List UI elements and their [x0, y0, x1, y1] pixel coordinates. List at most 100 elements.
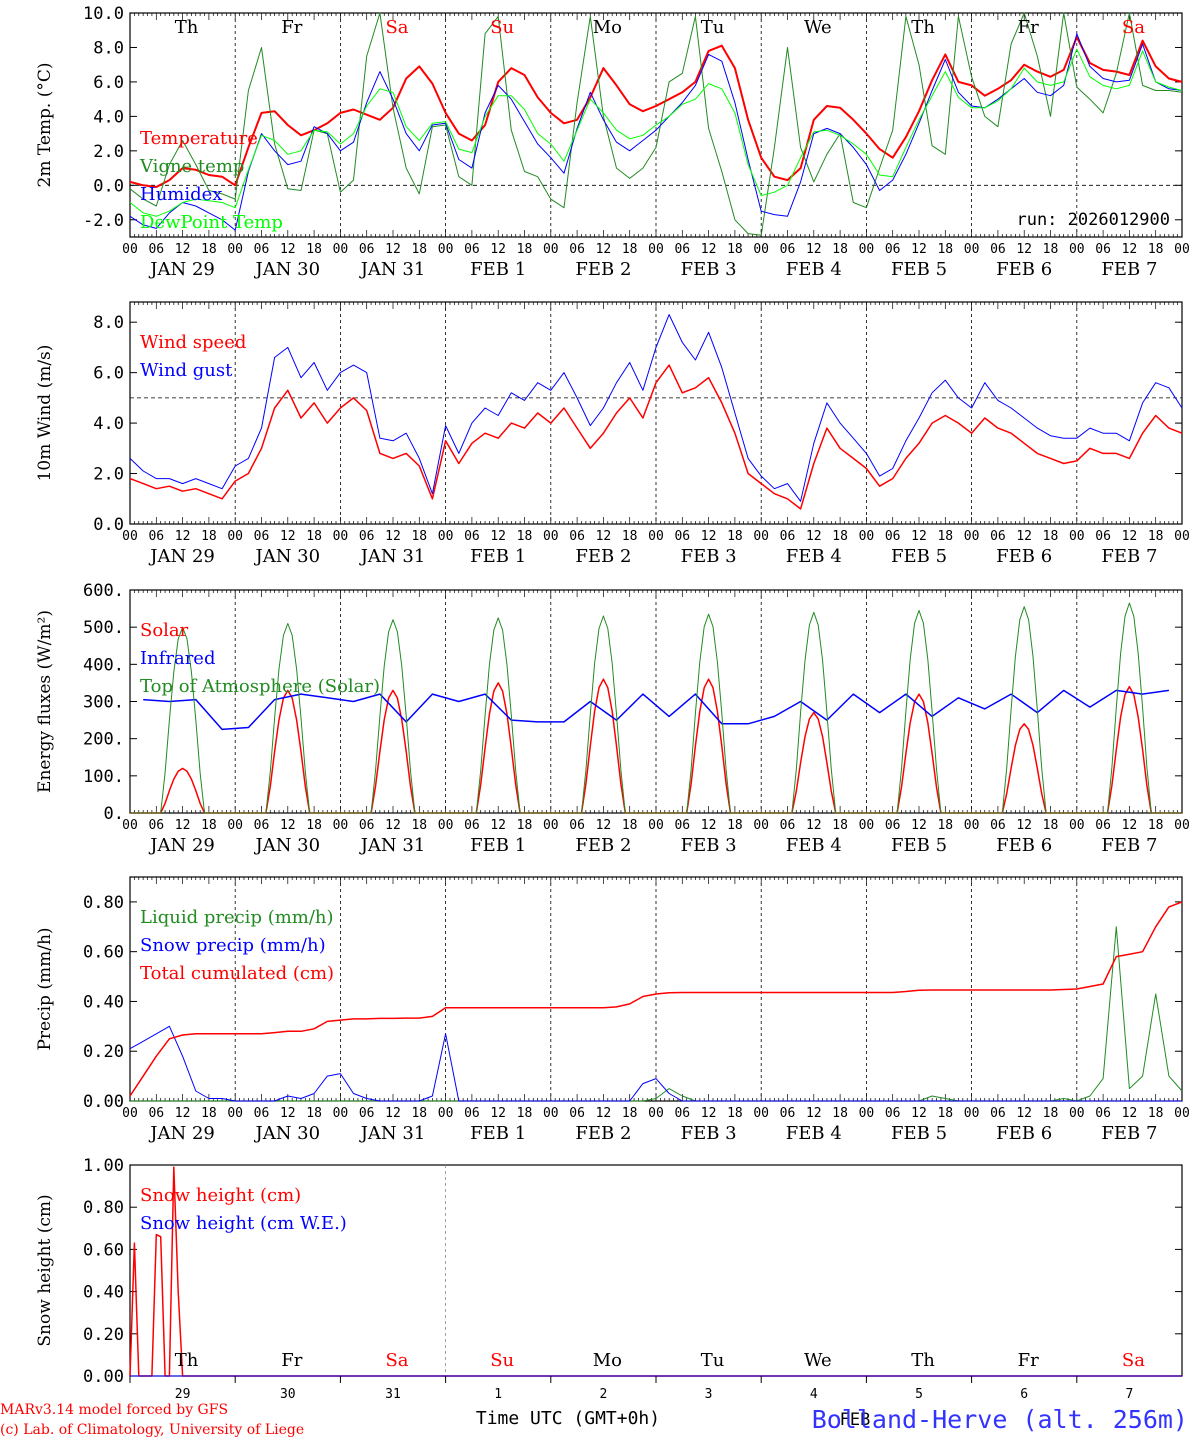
- hour-tick-label: 18: [937, 529, 953, 544]
- weekday-label: Sa: [385, 1350, 408, 1371]
- weekday-label: Su: [490, 1350, 514, 1371]
- hour-tick-label: 00: [1174, 242, 1190, 257]
- hour-tick-label: 06: [674, 1106, 690, 1121]
- hour-tick-label: 00: [122, 818, 138, 833]
- legend-entry: Solar: [140, 620, 189, 641]
- y-tick-label: 500.: [83, 618, 124, 638]
- y-tick-label: 0.20: [83, 1042, 124, 1062]
- hour-tick-label: 18: [517, 818, 533, 833]
- hour-tick-label: 06: [885, 818, 901, 833]
- weekday-label: Th: [911, 1350, 935, 1371]
- hour-tick-label: 18: [306, 529, 322, 544]
- weekday-label: Sa: [1122, 1350, 1145, 1371]
- date-label: FEB 4: [786, 835, 842, 856]
- hour-tick-label: 18: [1043, 529, 1059, 544]
- legend-entry: Snow height (cm W.E.): [140, 1213, 347, 1234]
- date-label: FEB 7: [1101, 835, 1157, 856]
- hour-tick-label: 18: [1148, 1106, 1164, 1121]
- hour-tick-label: 12: [701, 529, 717, 544]
- hour-tick-label: 00: [1069, 1106, 1085, 1121]
- hour-tick-label: 06: [780, 1106, 796, 1121]
- hour-tick-label: 18: [622, 818, 638, 833]
- series-infrared: [143, 689, 1170, 731]
- snow-ylabel: Snow height (cm): [35, 1194, 55, 1346]
- legend-entry: Liquid precip (mm/h): [140, 907, 334, 928]
- date-label: JAN 30: [254, 1123, 321, 1144]
- hour-tick-label: 00: [333, 242, 349, 257]
- hour-tick-label: 00: [648, 818, 664, 833]
- date-label: FEB 5: [891, 1123, 947, 1144]
- day-number-label: 6: [1020, 1387, 1028, 1402]
- weekday-label: Sa: [385, 17, 408, 38]
- station-title: Bolland-Herve (alt. 256m): [812, 1405, 1188, 1434]
- hour-tick-label: 06: [254, 242, 270, 257]
- hour-tick-label: 06: [464, 818, 480, 833]
- hour-tick-label: 12: [1122, 242, 1138, 257]
- hour-tick-label: 06: [148, 818, 164, 833]
- wind-panel: 0.0 2.0 4.0 6.0 8.0 10m Wind (m/s) Wind speed W…: [35, 301, 1190, 567]
- y-tick-label: 4.0: [93, 414, 124, 434]
- legend-entry: Top of Atmosphere (Solar): [140, 676, 380, 697]
- hour-tick-label: 12: [175, 818, 191, 833]
- y-tick-label: 100.: [83, 767, 124, 787]
- hour-tick-label: 18: [517, 1106, 533, 1121]
- date-label: FEB 2: [575, 1123, 631, 1144]
- hour-tick-label: 18: [1148, 242, 1164, 257]
- hour-tick-label: 06: [254, 818, 270, 833]
- y-tick-label: 0.00: [83, 1367, 124, 1387]
- y-tick-label: 600.: [83, 581, 124, 601]
- hour-tick-label: 06: [464, 529, 480, 544]
- y-tick-label: 0.60: [83, 943, 124, 963]
- hour-tick-label: 18: [1148, 818, 1164, 833]
- series-snow-precip-mm-h-: [129, 1025, 1182, 1102]
- y-tick-label: 0.80: [83, 893, 124, 913]
- date-label: FEB 6: [996, 1123, 1052, 1144]
- date-label: JAN 31: [359, 1123, 426, 1144]
- legend-entry: Snow height (cm): [140, 1185, 301, 1206]
- hour-tick-label: 00: [543, 1106, 559, 1121]
- hour-tick-label: 12: [1016, 529, 1032, 544]
- date-label: JAN 30: [254, 835, 321, 856]
- hour-tick-label: 12: [911, 1106, 927, 1121]
- hour-tick-label: 00: [333, 1106, 349, 1121]
- hour-tick-label: 00: [438, 818, 454, 833]
- day-number-label: 1: [494, 1387, 502, 1402]
- date-label: FEB 2: [575, 546, 631, 567]
- hour-tick-label: 12: [596, 242, 612, 257]
- hour-tick-label: 06: [359, 818, 375, 833]
- hour-tick-label: 06: [885, 242, 901, 257]
- date-label: FEB 5: [891, 259, 947, 280]
- hour-tick-label: 00: [859, 818, 875, 833]
- hour-tick-label: 06: [674, 242, 690, 257]
- hour-tick-label: 00: [122, 529, 138, 544]
- date-label: FEB 7: [1101, 1123, 1157, 1144]
- series-total-cumulated-cm-: [129, 901, 1183, 1097]
- date-label: FEB 3: [681, 1123, 737, 1144]
- date-label: FEB 2: [575, 259, 631, 280]
- hour-tick-label: 18: [1043, 1106, 1059, 1121]
- legend-entry: Infrared: [140, 648, 215, 669]
- hour-tick-label: 00: [1174, 529, 1190, 544]
- hour-tick-label: 00: [333, 529, 349, 544]
- hour-tick-label: 06: [464, 1106, 480, 1121]
- date-label: FEB 7: [1101, 546, 1157, 567]
- hour-tick-label: 06: [990, 529, 1006, 544]
- y-tick-label: 6.0: [93, 73, 124, 93]
- hour-tick-label: 00: [1069, 242, 1085, 257]
- hour-tick-label: 00: [648, 1106, 664, 1121]
- hour-tick-label: 00: [122, 1106, 138, 1121]
- weekday-label: Th: [911, 17, 935, 38]
- weekday-label: Sa: [1122, 17, 1145, 38]
- date-label: FEB 3: [681, 546, 737, 567]
- hour-tick-label: 06: [359, 1106, 375, 1121]
- hour-tick-label: 18: [201, 1106, 217, 1121]
- date-label: FEB 1: [470, 259, 526, 280]
- hour-tick-label: 18: [306, 242, 322, 257]
- y-tick-label: 8.0: [93, 313, 124, 333]
- hour-tick-label: 00: [964, 242, 980, 257]
- date-label: FEB 5: [891, 546, 947, 567]
- weekday-label: Th: [175, 1350, 199, 1371]
- y-tick-label: 8.0: [93, 38, 124, 58]
- hour-tick-label: 18: [832, 818, 848, 833]
- hour-tick-label: 00: [964, 529, 980, 544]
